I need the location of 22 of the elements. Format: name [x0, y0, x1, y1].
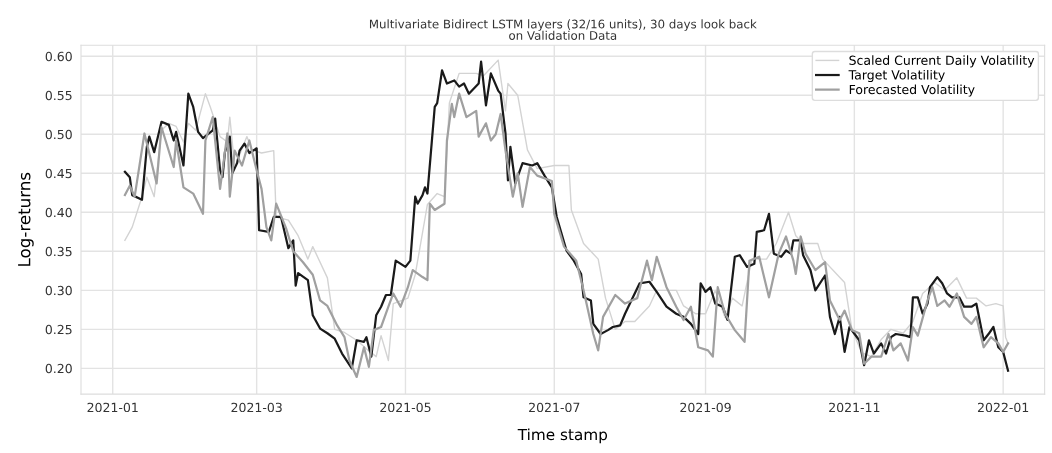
legend-label: Forecasted Volatility: [849, 84, 975, 97]
y-tick-label: 0.50: [45, 129, 72, 140]
x-tick-label: 2021-03: [231, 402, 282, 413]
y-tick-label: 0.20: [45, 363, 72, 374]
legend-label: Target Volatility: [848, 69, 945, 82]
x-tick-label: 2021-11: [829, 402, 880, 413]
x-tick-label: 2022-01: [977, 402, 1029, 413]
y-tick-label: 0.30: [45, 285, 72, 296]
x-tick-label: 2021-01: [87, 402, 138, 413]
y-tick-label: 0.45: [45, 168, 72, 179]
y-tick-label: 0.35: [45, 246, 72, 257]
y-axis-title: Log-returns: [18, 172, 34, 266]
x-tick-label: 2021-09: [680, 402, 731, 413]
chart-title: Multivariate Bidirect LSTM layers (32/16 units), 30 days look back on Validation Data: [369, 19, 757, 40]
legend-label: Scaled Current Daily Volatility: [849, 55, 1035, 68]
x-tick-label: 2021-07: [529, 402, 580, 413]
y-tick-label: 0.25: [45, 324, 72, 335]
y-tick-label: 0.55: [45, 90, 72, 101]
x-tick-label: 2021-05: [380, 402, 431, 413]
y-tick-label: 0.40: [45, 207, 72, 218]
x-axis-title: Time stamp: [517, 428, 608, 444]
y-tick-label: 0.60: [45, 51, 72, 62]
